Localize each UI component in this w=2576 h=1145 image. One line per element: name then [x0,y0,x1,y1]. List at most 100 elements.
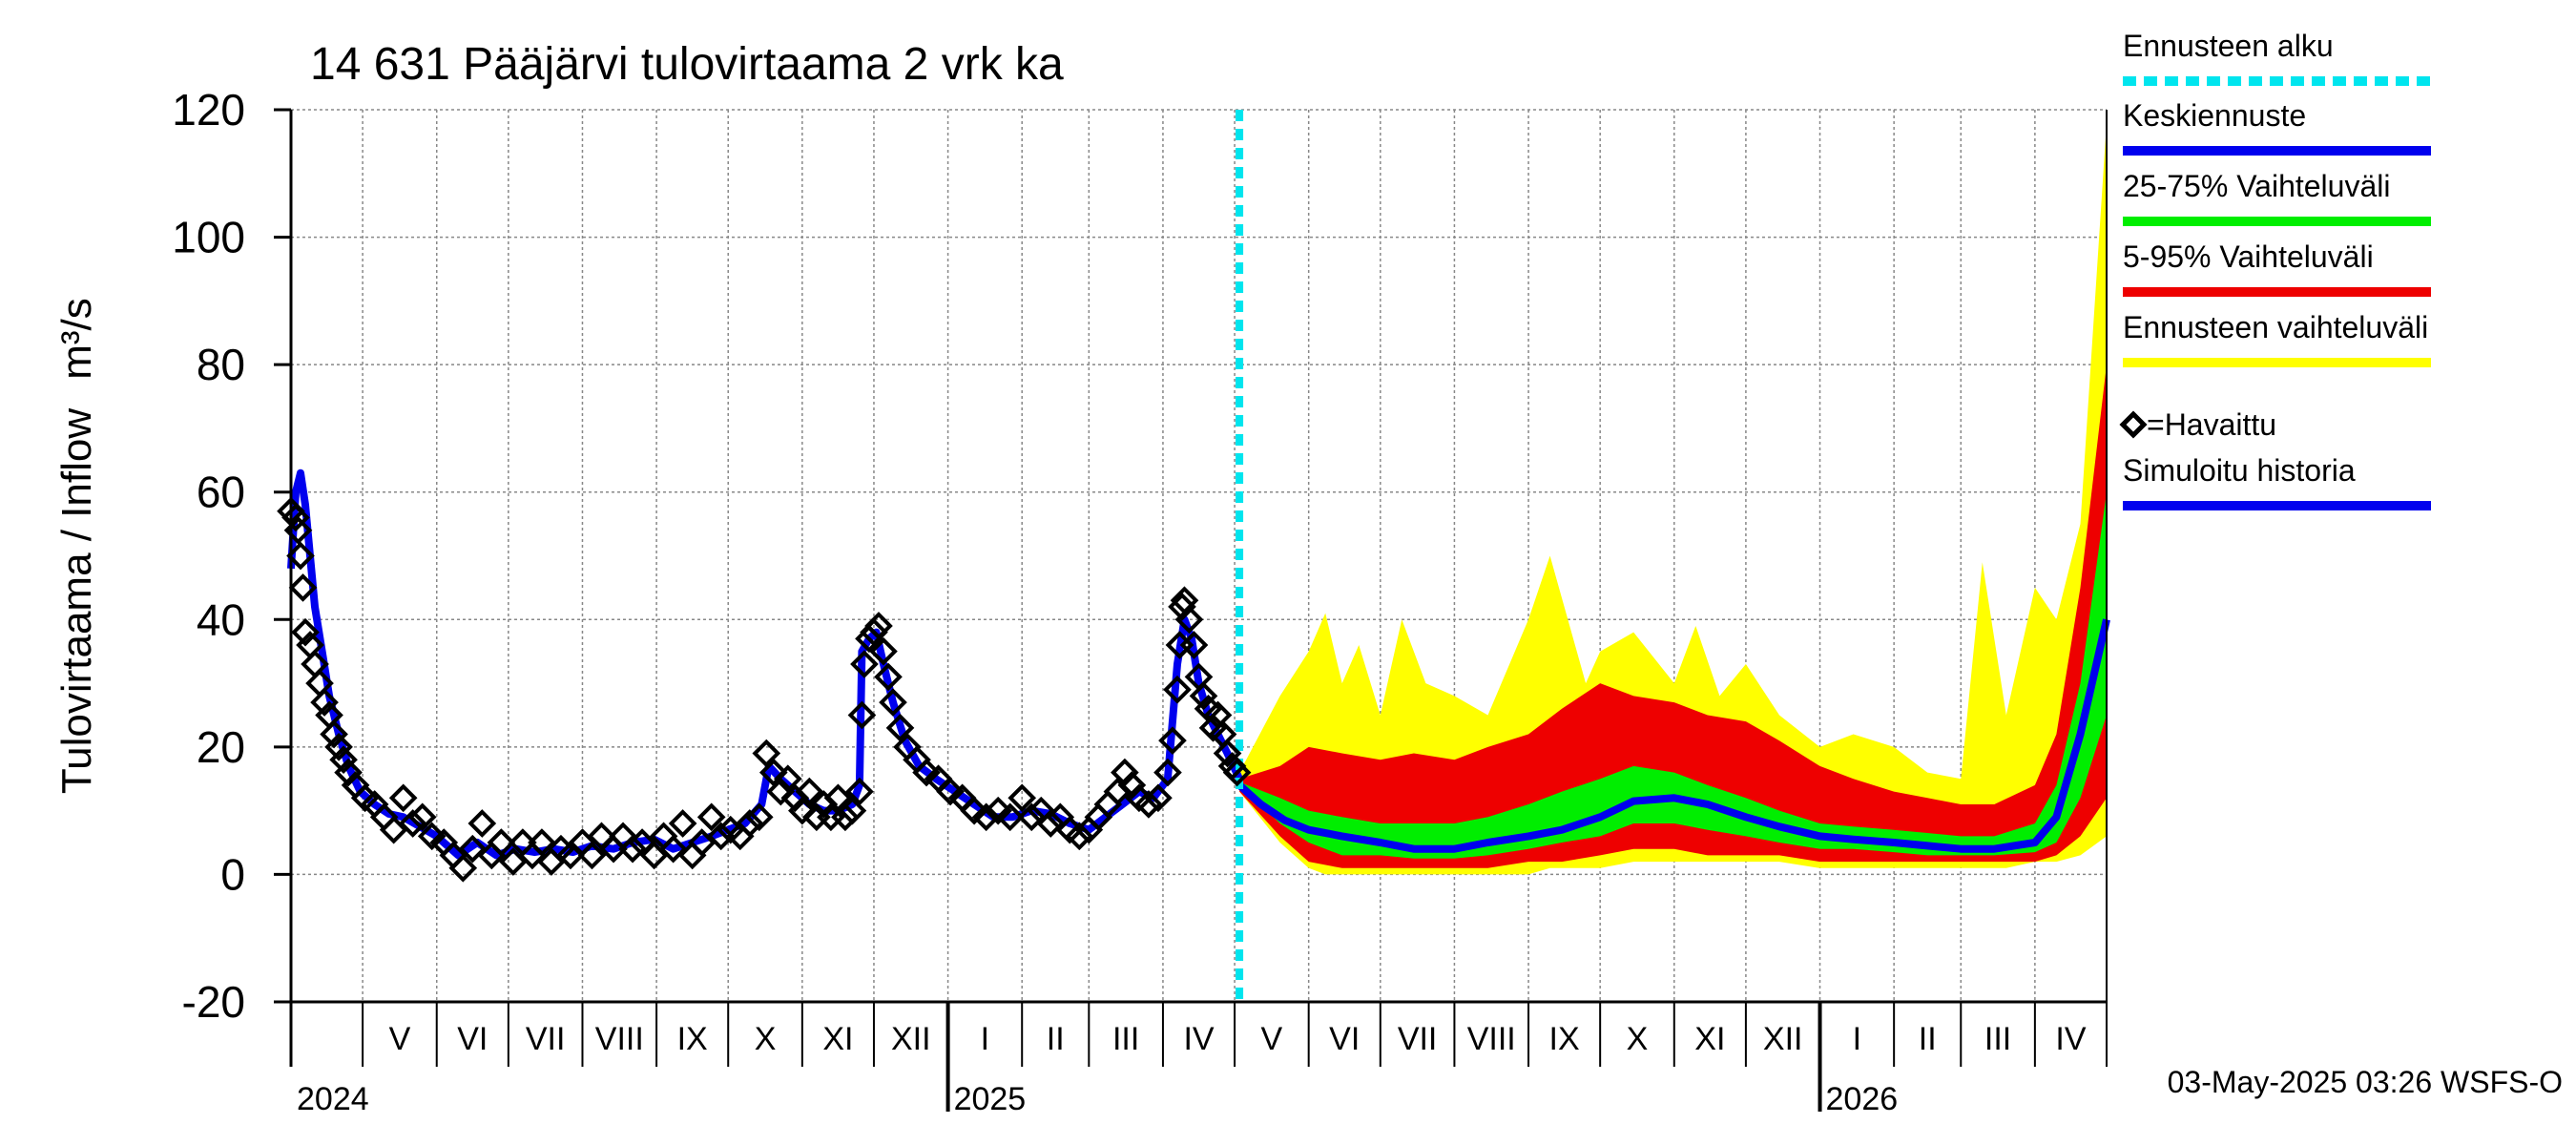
x-month-label: IX [677,1021,708,1057]
observed-point [310,688,339,717]
observed-point [1134,790,1163,819]
x-month-label: VII [526,1021,566,1057]
y-tick-label: 40 [197,594,245,644]
observed-point [1144,783,1173,813]
legend: Ennusteen alku Keskiennuste 25-75% Vaihtel… [2119,29,2431,510]
legend-diamond-icon [2119,410,2148,439]
observed-point [1174,605,1204,635]
observed-point [1158,726,1187,756]
observed-point [744,802,774,832]
observed-point [960,796,988,825]
x-month-label: X [1627,1021,1649,1057]
x-month-label: I [981,1021,989,1057]
legend-label: =Havaittu [2147,407,2276,442]
x-month-label: II [1919,1021,1937,1057]
observed-point [1213,739,1242,768]
observed-point [281,503,310,532]
observed-point [1008,783,1037,813]
observed-point [1117,771,1147,800]
legend-label: 5-95% Vaihteluväli [2123,239,2374,274]
observed-point [879,688,907,717]
observed-point [329,745,358,775]
observed-point [320,719,348,749]
observed-markers [277,496,1252,883]
x-month-label: I [1853,1021,1861,1057]
observed-point [773,764,802,794]
observed-point [885,713,915,742]
observed-point [752,739,781,768]
observed-point [869,636,898,666]
observed-point [458,834,488,864]
chart-title: 14 631 Pääjärvi tulovirtaama 2 vrk ka [310,39,1064,90]
observed-point [758,758,788,787]
x-month-label: XII [891,1021,931,1057]
observed-point [850,650,879,678]
x-year-label: 2024 [297,1081,369,1117]
x-month-label: XII [1763,1021,1803,1057]
observed-point [838,796,867,825]
timestamp-footer: 03-May-2025 03:26 WSFS-O [2168,1065,2563,1099]
x-month-label: VII [1398,1021,1438,1057]
x-month-label: III [1984,1021,2011,1057]
observed-point [286,541,315,571]
observed-point [1189,681,1218,711]
x-month-label: X [755,1021,777,1057]
observed-point [487,828,516,857]
legend-label: Ennusteen vaihteluväli [2123,310,2428,344]
observed-point [1036,809,1066,838]
observed-point [1222,758,1252,787]
observed-point [291,617,320,647]
observed-point [795,777,824,806]
observed-point [618,834,647,864]
observed-point [984,796,1012,825]
band-25-75-vaihteluv-li [1239,491,2107,859]
observed-point [971,802,1001,832]
y-tick-label: 120 [172,85,245,135]
x-month-label: II [1047,1021,1065,1057]
observed-point [823,783,853,813]
observed-point [467,809,497,838]
y-tick-label: 0 [220,849,245,899]
legend-label: 25-75% Vaihteluväli [2123,169,2390,203]
observed-point [706,822,736,851]
observed-point [696,802,726,832]
observed-point [334,758,363,787]
observed-point [1179,631,1209,659]
observed-point [1153,758,1182,787]
x-month-label: V [1261,1021,1283,1057]
observed-point [788,796,817,825]
legend-label: Ennusteen alku [2123,29,2334,63]
observed-point [1163,675,1192,704]
x-year-label: 2025 [954,1081,1027,1117]
observed-point [912,758,941,787]
x-month-label: III [1112,1021,1139,1057]
observed-point [995,802,1025,832]
observed-point [658,834,688,864]
observed-point [847,700,877,730]
x-month-label: VIII [1467,1021,1516,1057]
x-month-label: V [389,1021,411,1057]
observed-point [577,841,607,870]
observed-point [407,802,437,832]
legend-label: Keskiennuste [2123,98,2306,133]
observed-point [288,573,318,602]
x-month-label: IV [2055,1021,2086,1057]
observed-point [398,809,427,838]
observed-point [864,612,893,640]
observed-point [1017,802,1047,832]
legend-label: Simuloitu historia [2123,453,2356,488]
x-month-label: XI [822,1021,853,1057]
observed-point [1111,758,1139,787]
observed-point [528,828,556,857]
y-tick-label: 80 [197,340,245,389]
forecast-bands [1239,122,2107,875]
y-tick-label: 60 [197,468,245,517]
observed-point [417,822,447,851]
observed-point [324,733,353,761]
observed-point [860,617,888,647]
y-tick-label: 20 [197,722,245,772]
x-month-label: IX [1549,1021,1580,1057]
